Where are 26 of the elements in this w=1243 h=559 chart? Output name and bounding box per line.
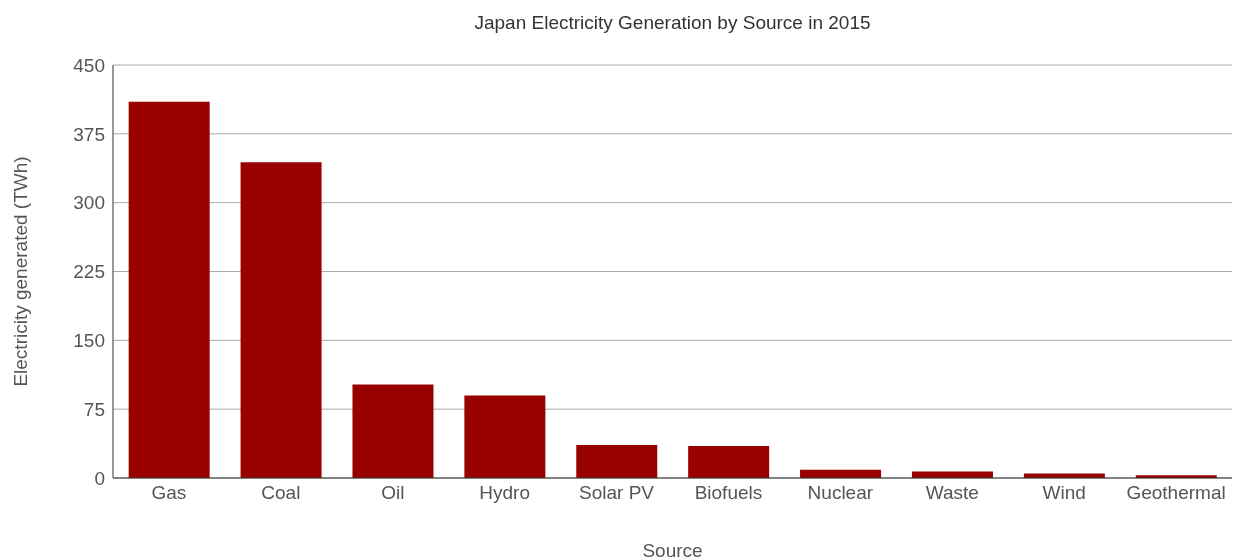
- y-tick-label: 75: [83, 398, 105, 420]
- bar: [576, 444, 658, 478]
- x-axis-title: Source: [642, 540, 703, 559]
- x-tick-label: Hydro: [479, 482, 530, 504]
- x-tick-label: Solar PV: [579, 482, 655, 504]
- x-tick-label: Nuclear: [807, 482, 874, 504]
- y-tick-label: 150: [73, 330, 105, 352]
- y-tick-label: 375: [73, 123, 105, 145]
- bar: [352, 384, 434, 478]
- x-tick-label: Gas: [151, 482, 187, 504]
- y-tick-label: 450: [73, 54, 105, 76]
- x-tick-label: Wind: [1042, 482, 1086, 504]
- x-tick-label: Geothermal: [1126, 482, 1226, 504]
- x-tick-label: Biofuels: [694, 482, 763, 504]
- chart-title: Japan Electricity Generation by Source in 2015: [473, 12, 872, 34]
- y-tick-label: 300: [73, 192, 105, 214]
- bar: [128, 101, 210, 478]
- y-tick-label: 225: [73, 261, 105, 283]
- bar: [240, 162, 322, 478]
- y-tick-label: 0: [94, 467, 105, 489]
- x-tick-label: Waste: [925, 482, 979, 504]
- y-axis-title: Electricity generated (TWh): [9, 156, 31, 387]
- bar: [688, 445, 770, 478]
- bar: [464, 395, 546, 478]
- x-tick-label: Coal: [261, 482, 301, 504]
- x-tick-label: Oil: [381, 482, 405, 504]
